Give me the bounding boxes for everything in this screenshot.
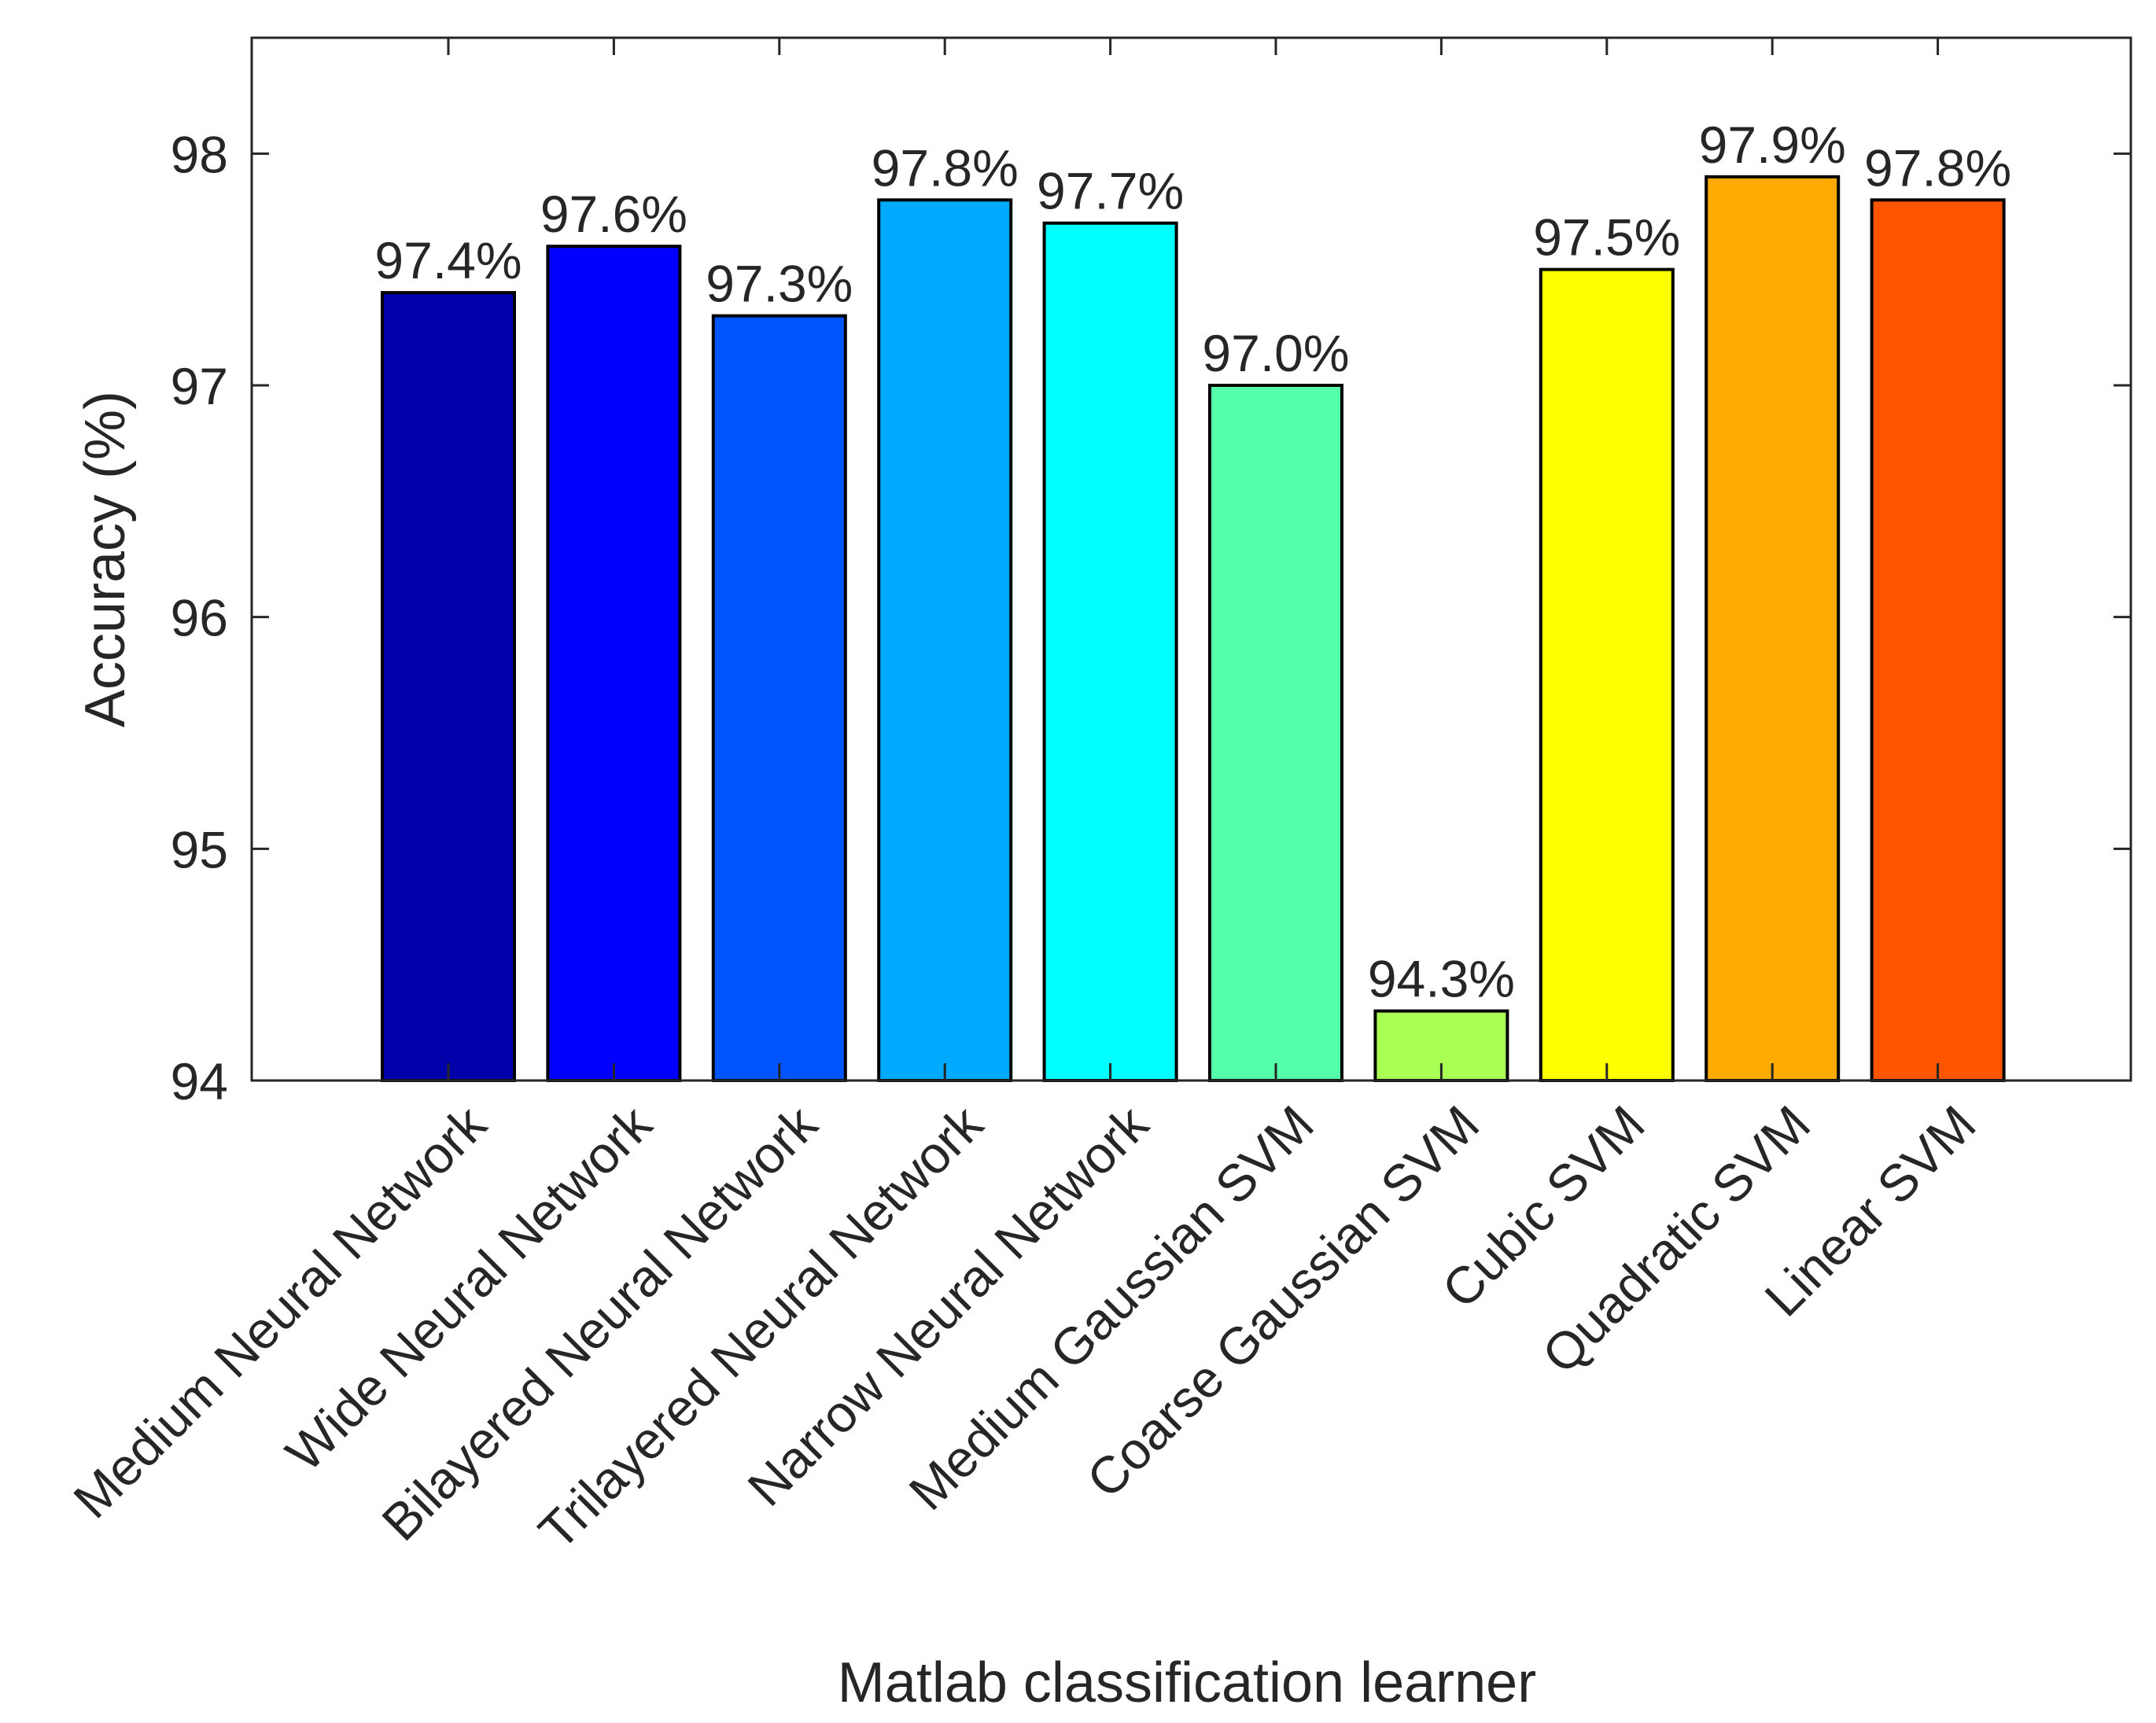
bar: [546, 245, 682, 1083]
bar-value-label: 97.3%: [706, 255, 853, 313]
bar: [1042, 221, 1178, 1083]
plot-area: [252, 38, 2131, 1081]
bar-value-label: 97.6%: [540, 185, 687, 243]
bar: [1705, 175, 1841, 1082]
y-tick-label: 97: [171, 357, 228, 415]
y-tick-label: 94: [171, 1052, 228, 1110]
bar-value-label: 97.7%: [1037, 162, 1184, 220]
bar: [1539, 267, 1675, 1083]
plot-frame: [250, 36, 2132, 1082]
y-axis-title: Accuracy (%): [74, 391, 137, 727]
x-axis-title: Matlab classification learner: [838, 1651, 1536, 1714]
bar: [877, 198, 1013, 1082]
bar: [1870, 198, 2006, 1082]
bar-value-label: 94.3%: [1368, 950, 1515, 1008]
bar-value-label: 97.9%: [1699, 116, 1846, 174]
bar-labels-layer: 97.4% 97.6% 97.3% 97.8% 97.7% 97.0% 94.3% 97.5%…: [374, 116, 2011, 1008]
bar: [381, 291, 516, 1082]
bar-value-label: 97.0%: [1202, 324, 1349, 382]
bar-value-label: 97.4%: [374, 231, 521, 289]
bar-value-label: 97.8%: [872, 138, 1019, 197]
bar-value-label: 97.8%: [1864, 138, 2011, 197]
y-tick-label: 95: [171, 820, 228, 878]
y-tick-label: 98: [171, 125, 228, 183]
bar-value-label: 97.5%: [1533, 208, 1680, 267]
bar: [711, 314, 847, 1083]
bar: [1208, 384, 1343, 1082]
bars-layer: [381, 175, 2006, 1083]
y-tick-label: 96: [171, 589, 228, 647]
